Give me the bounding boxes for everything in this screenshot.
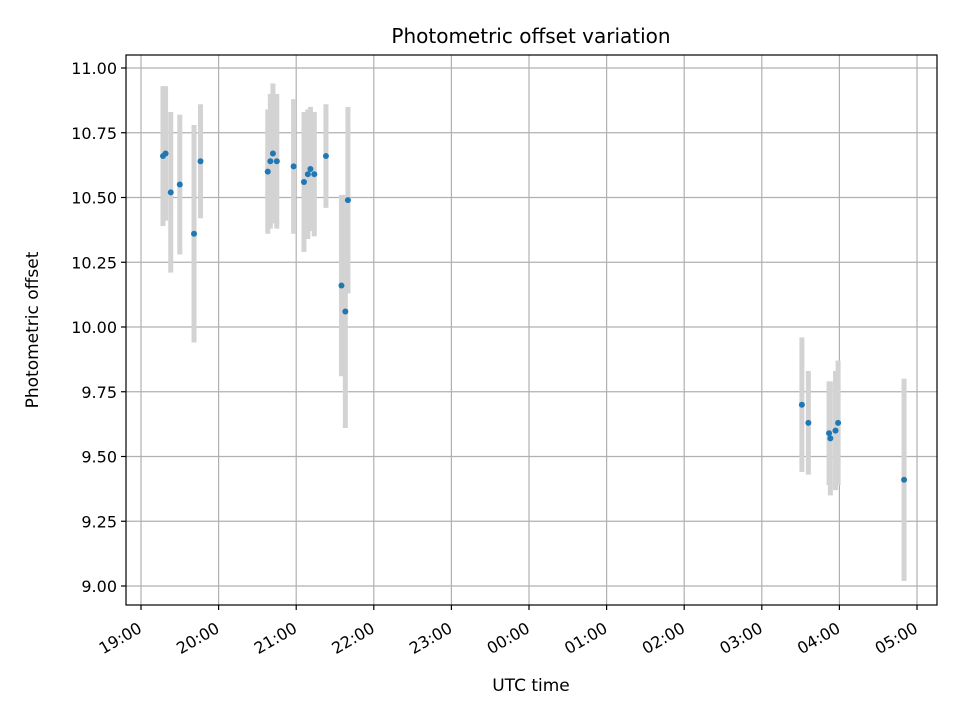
y-tick-label: 10.25	[71, 253, 117, 272]
data-point	[322, 153, 329, 160]
data-point	[798, 401, 805, 408]
data-point	[162, 150, 169, 157]
x-tick-label: 19:00	[96, 618, 145, 658]
data-point	[338, 282, 345, 289]
data-point	[167, 189, 174, 196]
y-tick-label: 11.00	[71, 59, 117, 78]
y-tick-label: 9.25	[81, 512, 117, 531]
y-tick-label: 9.75	[81, 383, 117, 402]
x-tick-label: 23:00	[406, 618, 455, 658]
y-axis-label: Photometric offset	[23, 251, 43, 408]
data-points	[159, 150, 908, 483]
x-axis-label: UTC time	[492, 676, 570, 696]
data-point	[344, 197, 351, 204]
data-point	[304, 171, 311, 178]
data-point	[805, 419, 812, 426]
data-point	[264, 168, 271, 175]
data-point	[273, 158, 280, 165]
data-point	[290, 163, 297, 170]
y-tick-label: 10.50	[71, 189, 117, 208]
y-axis-ticks: 9.00 9.25 9.50 9.75 10.00 10.25 10.50 10.75 11.0…	[71, 59, 126, 596]
x-tick-label: 21:00	[251, 618, 300, 658]
data-point	[826, 430, 833, 437]
x-tick-label: 05:00	[872, 618, 921, 658]
x-tick-label: 01:00	[561, 618, 610, 658]
data-point	[191, 230, 198, 237]
x-tick-label: 03:00	[716, 618, 765, 658]
data-point	[835, 419, 842, 426]
data-point	[176, 181, 183, 188]
y-tick-label: 10.00	[71, 318, 117, 337]
y-tick-label: 9.00	[81, 577, 117, 596]
error-bars	[160, 83, 907, 581]
data-point	[267, 158, 274, 165]
chart-title: Photometric offset variation	[391, 24, 670, 48]
data-point	[832, 427, 839, 434]
data-point	[300, 178, 307, 185]
grid-lines	[126, 55, 937, 605]
x-tick-label: 02:00	[639, 618, 688, 658]
data-point	[342, 308, 349, 315]
x-tick-label: 20:00	[173, 618, 222, 658]
data-point	[901, 476, 908, 483]
data-point	[827, 435, 834, 442]
x-tick-label: 00:00	[484, 618, 533, 658]
data-point	[311, 171, 318, 178]
data-point	[307, 166, 314, 173]
y-tick-label: 10.75	[71, 124, 117, 143]
data-point	[197, 158, 204, 165]
x-tick-label: 04:00	[794, 618, 843, 658]
x-axis-ticks: 19:00 20:00 21:00 22:00 23:00 00:00 01:00 02:00…	[96, 605, 921, 658]
plot-frame	[125, 54, 938, 606]
y-tick-label: 9.50	[81, 448, 117, 467]
data-point	[269, 150, 276, 157]
x-tick-label: 22:00	[328, 618, 377, 658]
